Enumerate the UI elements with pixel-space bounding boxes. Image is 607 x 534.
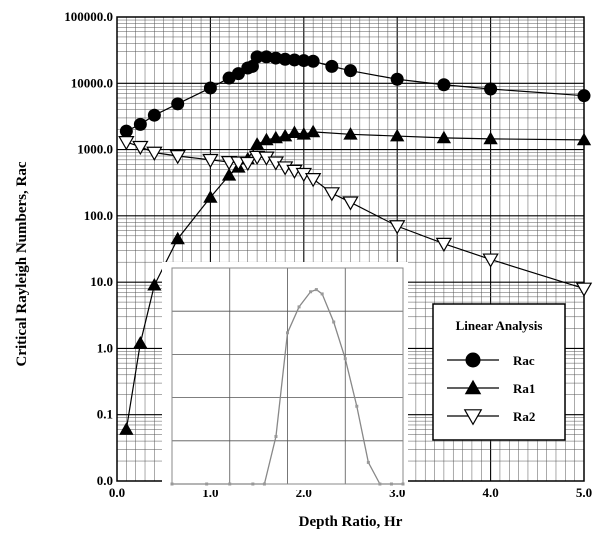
legend-label: Rac [513, 353, 535, 368]
data-point [297, 54, 311, 68]
inset-data-point [286, 331, 289, 335]
inset-data-point [355, 404, 359, 408]
inset-data-point [343, 357, 347, 361]
data-point [239, 156, 256, 172]
legend-marker [464, 379, 482, 395]
inset-data-point [170, 482, 174, 486]
legend: Linear Analysis Rac Ra1 Ra2 [432, 303, 566, 441]
y-tick-label: 10000.0 [71, 75, 113, 90]
data-point [287, 53, 301, 67]
data-point [249, 137, 265, 150]
legend-title: Linear Analysis [456, 318, 543, 333]
data-point [118, 136, 135, 151]
inset-data-point [309, 290, 313, 294]
data-point [575, 282, 593, 297]
data-point [231, 67, 245, 81]
data-point [343, 127, 358, 140]
inset-data-point [401, 482, 405, 486]
data-point [435, 237, 453, 253]
data-point [323, 187, 341, 202]
inset-series-line [172, 288, 403, 485]
x-axis-title: Depth Ratio, Hr [299, 514, 403, 530]
data-point [304, 173, 322, 188]
data-point [147, 108, 161, 122]
data-point [436, 130, 452, 144]
inset-background [162, 262, 408, 490]
inset-data-point [274, 434, 278, 438]
inset-data-point [262, 482, 266, 486]
data-point [342, 196, 359, 211]
legend-item-ra2: Ra2 [447, 409, 535, 426]
series-layer [118, 50, 593, 435]
y-tick-label: 1.0 [97, 340, 113, 355]
data-point [221, 168, 237, 181]
series-ra2 [118, 136, 593, 297]
series-line [125, 131, 585, 430]
data-point [483, 131, 498, 145]
data-point [277, 128, 293, 142]
inset-data-point [314, 288, 318, 292]
legend-label: Ra1 [513, 381, 535, 396]
data-point [484, 82, 498, 96]
inset-data-point [378, 482, 382, 486]
data-point [306, 54, 320, 68]
x-tick-label: 0.0 [109, 485, 125, 500]
data-point [437, 78, 451, 92]
data-point [170, 231, 185, 245]
data-point [577, 89, 591, 103]
data-point [576, 132, 592, 146]
inset-data-point [228, 482, 232, 486]
y-tick-label: 0.0 [97, 473, 113, 488]
data-point [325, 59, 339, 73]
data-point [390, 72, 404, 86]
y-tick-label: 10.0 [90, 274, 113, 289]
data-point [133, 336, 148, 349]
inset-data-point [251, 482, 255, 486]
data-point [202, 153, 219, 169]
x-tick-label: 4.0 [482, 485, 498, 500]
data-point [344, 64, 357, 78]
legend-label: Ra2 [513, 409, 535, 424]
series-rac [119, 50, 591, 138]
data-point [119, 124, 133, 138]
data-point [132, 140, 149, 156]
inset-data-point [332, 320, 336, 324]
data-point [119, 422, 134, 435]
legend-item-rac: Rac [447, 352, 535, 368]
legend-box [432, 303, 566, 441]
legend-marker [463, 409, 483, 426]
data-point [203, 81, 217, 95]
inset-frame [171, 267, 404, 485]
data-point [389, 220, 406, 235]
data-point [203, 190, 218, 203]
data-point [146, 146, 163, 161]
legend-marker [465, 352, 481, 368]
x-tick-label: 5.0 [576, 485, 592, 500]
data-point [390, 128, 405, 142]
y-tick-label: 100.0 [84, 208, 113, 223]
inset-data-point [297, 305, 301, 309]
inset-data-point [320, 292, 324, 296]
data-point [133, 117, 147, 131]
main-tick-labels: 0.0 1.0 2.0 3.0 4.0 5.00.00.11.010.0100.01000… [64, 9, 592, 500]
data-point [250, 50, 264, 64]
inset-chart [162, 262, 408, 490]
y-axis-title: Critical Rayleigh Numbers, Rac [14, 161, 30, 366]
data-point [482, 253, 499, 268]
y-tick-label: 100000.0 [64, 9, 113, 24]
inset-data-point [366, 460, 370, 464]
data-point [305, 124, 321, 138]
y-tick-label: 1000.0 [77, 142, 113, 157]
data-point [169, 150, 186, 165]
data-point [171, 97, 185, 111]
inset-data-point [389, 482, 393, 486]
data-point [287, 125, 302, 139]
inset-data-point [205, 482, 209, 486]
data-point [147, 278, 162, 291]
legend-item-ra1: Ra1 [447, 379, 535, 396]
data-point [278, 52, 292, 66]
y-tick-label: 0.1 [97, 407, 113, 422]
